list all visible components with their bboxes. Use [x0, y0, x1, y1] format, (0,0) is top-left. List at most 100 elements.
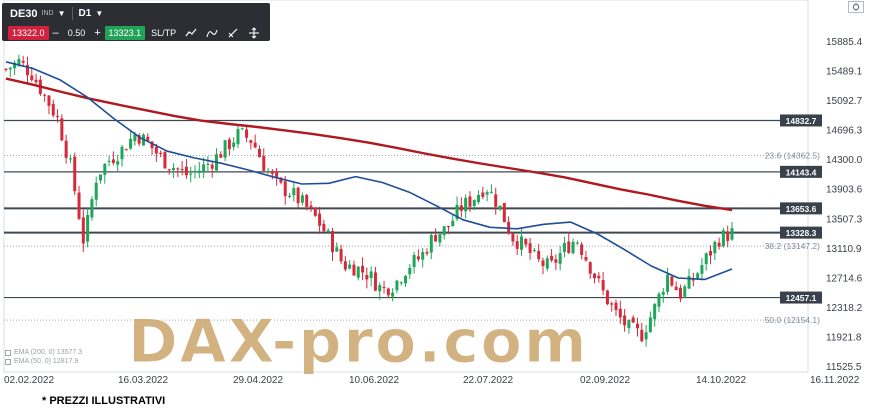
- bear-candle[interactable]: [73, 156, 77, 192]
- bear-candle[interactable]: [34, 79, 38, 83]
- indicator-toggle-icon[interactable]: [5, 349, 11, 356]
- bull-candle[interactable]: [721, 230, 725, 247]
- bull-candle[interactable]: [683, 286, 687, 297]
- bull-candle[interactable]: [451, 220, 455, 227]
- bear-candle[interactable]: [279, 177, 283, 183]
- bull-candle[interactable]: [348, 264, 352, 269]
- bear-candle[interactable]: [597, 275, 601, 279]
- bear-candle[interactable]: [726, 231, 730, 241]
- bear-candle[interactable]: [459, 205, 463, 211]
- bull-candle[interactable]: [94, 182, 98, 200]
- bear-candle[interactable]: [43, 94, 47, 96]
- bear-candle[interactable]: [77, 192, 81, 219]
- bull-candle[interactable]: [472, 200, 476, 206]
- bull-candle[interactable]: [17, 59, 21, 65]
- indicator-icon[interactable]: [206, 27, 218, 39]
- bear-candle[interactable]: [593, 273, 597, 279]
- bear-candle[interactable]: [717, 242, 721, 247]
- bear-candle[interactable]: [416, 256, 420, 260]
- bear-candle[interactable]: [111, 159, 115, 163]
- bear-candle[interactable]: [219, 154, 223, 158]
- bear-candle[interactable]: [343, 261, 347, 270]
- bull-candle[interactable]: [571, 241, 575, 254]
- bull-candle[interactable]: [730, 228, 734, 240]
- bull-candle[interactable]: [477, 194, 481, 203]
- bear-candle[interactable]: [51, 103, 55, 116]
- bull-candle[interactable]: [404, 275, 408, 284]
- bull-candle[interactable]: [86, 215, 90, 242]
- bull-candle[interactable]: [648, 317, 652, 332]
- bear-candle[interactable]: [511, 233, 515, 242]
- bull-candle[interactable]: [627, 320, 631, 329]
- bull-candle[interactable]: [326, 230, 330, 232]
- ema50-line[interactable]: [5, 61, 733, 281]
- bear-candle[interactable]: [47, 95, 51, 106]
- bull-candle[interactable]: [442, 226, 446, 236]
- draw-tools-icon[interactable]: [227, 27, 239, 39]
- buy-button[interactable]: 13323.1: [104, 25, 146, 40]
- bear-candle[interactable]: [601, 280, 605, 291]
- bull-candle[interactable]: [408, 267, 412, 275]
- bear-candle[interactable]: [537, 250, 541, 260]
- bull-candle[interactable]: [236, 129, 240, 145]
- bull-candle[interactable]: [498, 205, 502, 210]
- bull-candle[interactable]: [288, 195, 292, 197]
- bear-candle[interactable]: [446, 225, 450, 228]
- bear-candle[interactable]: [580, 244, 584, 255]
- bull-candle[interactable]: [120, 146, 124, 160]
- bull-candle[interactable]: [356, 266, 360, 278]
- bear-candle[interactable]: [425, 252, 429, 254]
- bull-candle[interactable]: [13, 62, 17, 69]
- bear-candle[interactable]: [623, 315, 627, 326]
- bull-candle[interactable]: [300, 195, 304, 203]
- bull-candle[interactable]: [455, 204, 459, 220]
- bull-candle[interactable]: [421, 252, 425, 260]
- bull-candle[interactable]: [485, 192, 489, 195]
- volume-input[interactable]: 0.50: [67, 27, 86, 38]
- ema200-line[interactable]: [5, 77, 733, 212]
- volume-increase-button[interactable]: +: [94, 26, 101, 39]
- bull-candle[interactable]: [189, 173, 193, 175]
- bear-candle[interactable]: [494, 194, 498, 207]
- bull-candle[interactable]: [292, 188, 296, 196]
- bear-candle[interactable]: [124, 149, 128, 151]
- bear-candle[interactable]: [4, 68, 8, 70]
- bear-candle[interactable]: [137, 135, 141, 144]
- bear-candle[interactable]: [481, 192, 485, 197]
- bear-candle[interactable]: [262, 156, 266, 171]
- bull-candle[interactable]: [687, 276, 691, 289]
- bull-candle[interactable]: [116, 161, 120, 165]
- bull-candle[interactable]: [103, 163, 107, 175]
- bull-candle[interactable]: [399, 282, 403, 284]
- sl-tp-button[interactable]: SL/TP: [151, 27, 177, 38]
- bear-candle[interactable]: [541, 260, 545, 266]
- bear-candle[interactable]: [502, 202, 506, 223]
- bear-candle[interactable]: [635, 323, 639, 329]
- bear-candle[interactable]: [227, 139, 231, 150]
- bear-candle[interactable]: [210, 164, 214, 169]
- bull-candle[interactable]: [653, 304, 657, 320]
- bull-candle[interactable]: [545, 258, 549, 269]
- bear-candle[interactable]: [283, 181, 287, 197]
- bull-candle[interactable]: [8, 67, 12, 70]
- volume-decrease-button[interactable]: –: [52, 26, 59, 39]
- bull-candle[interactable]: [700, 265, 704, 274]
- line-chart-icon[interactable]: [185, 27, 197, 39]
- bear-candle[interactable]: [154, 146, 158, 154]
- symbol-dropdown-icon[interactable]: ▼: [57, 9, 66, 18]
- bear-candle[interactable]: [176, 168, 180, 170]
- bear-candle[interactable]: [610, 303, 614, 305]
- bull-candle[interactable]: [223, 140, 227, 158]
- bear-candle[interactable]: [309, 205, 313, 208]
- bear-candle[interactable]: [81, 217, 85, 244]
- bear-candle[interactable]: [670, 276, 674, 286]
- bear-candle[interactable]: [60, 118, 64, 141]
- bull-candle[interactable]: [193, 170, 197, 172]
- bear-candle[interactable]: [550, 255, 554, 261]
- bear-candle[interactable]: [159, 152, 163, 154]
- bear-candle[interactable]: [567, 241, 571, 253]
- bear-candle[interactable]: [25, 65, 29, 76]
- bull-candle[interactable]: [378, 285, 382, 292]
- bull-candle[interactable]: [240, 128, 244, 130]
- indicator-ema200-row[interactable]: EMA (200, 0) 13577.3: [5, 348, 82, 357]
